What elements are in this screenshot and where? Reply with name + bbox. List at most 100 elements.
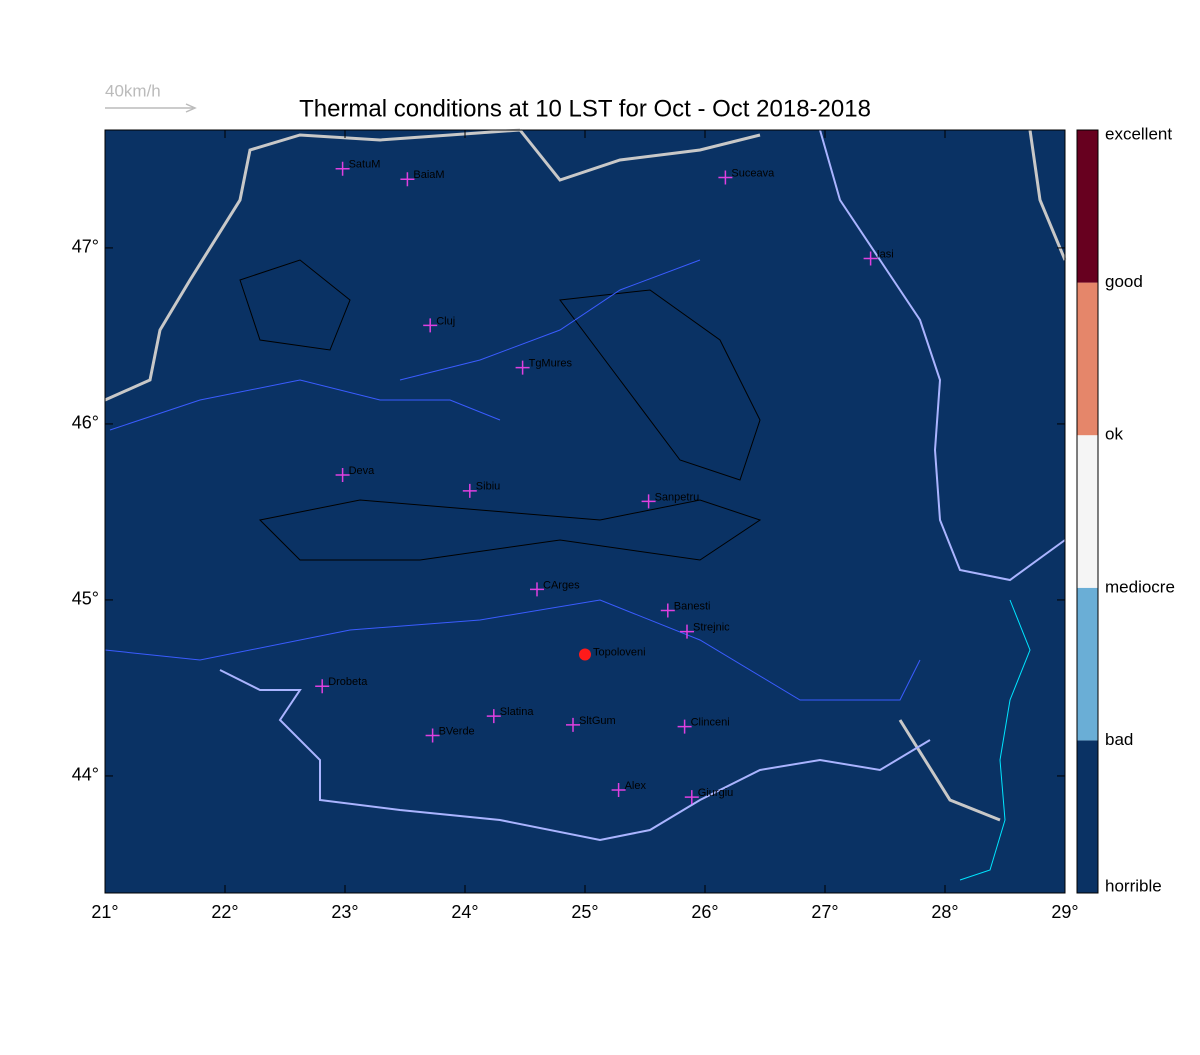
colorbar-segment [1077,587,1098,741]
x-tick-label: 23° [331,902,358,922]
contour [239,259,351,351]
city-marker [315,679,330,694]
water [959,599,1031,881]
city: BaiaM [400,169,445,187]
city-label: Banesti [674,600,711,612]
x-tick-label: 21° [91,902,118,922]
river [819,129,1066,582]
city-marker [425,728,440,743]
x-tick-label: 26° [691,902,718,922]
city: Drobeta [315,676,368,694]
city-marker [660,603,675,618]
city-marker [423,318,438,333]
city-label: BaiaM [413,169,444,181]
city-marker [677,719,692,734]
city: BVerde [425,725,475,743]
city-marker [462,483,477,498]
site-label: Topoloveni [593,646,646,658]
city: Banesti [660,600,711,618]
city-label: Slatina [500,706,535,718]
city: Sanpetru [641,491,700,509]
water [399,259,701,381]
city-label: SltGum [579,715,616,727]
city: Strejnic [680,622,730,639]
colorbar-segment [1077,130,1098,283]
city-marker [515,360,530,375]
city-marker [641,494,656,509]
city-marker [680,624,694,639]
city-marker [566,717,580,732]
city-label: CArges [543,579,580,591]
city-marker [530,582,544,597]
colorbar-segment [1077,435,1098,588]
city-marker [718,170,733,185]
city-label: Cluj [436,315,455,327]
site-marker [579,648,591,661]
city-label: Drobeta [328,676,368,688]
border [898,719,1001,822]
city: Giurgiu [684,787,733,805]
city: TgMures [515,358,573,375]
city-label: Strejnic [693,622,730,634]
x-tick-label: 22° [211,902,238,922]
water [109,379,501,431]
border [104,128,521,402]
city: Clinceni [677,717,730,734]
x-tick-label: 27° [811,902,838,922]
city-marker [400,172,415,187]
city: SatuM [335,159,381,176]
y-tick-label: 47° [72,237,99,257]
colorbar-segment [1077,740,1098,893]
city-marker [684,790,699,805]
y-tick-label: 46° [72,413,99,433]
colorbar-label: mediocre [1105,577,1175,596]
colorbar-label: horrible [1105,876,1162,895]
map-title: Thermal conditions at 10 LST for Oct - O… [299,95,871,122]
reference-vector-head [185,103,197,113]
river [219,669,931,842]
colorbar-label: ok [1105,425,1123,444]
city-marker [486,709,501,724]
city: Cluj [423,315,455,333]
city: Alex [611,780,647,798]
city: Sibiu [462,481,500,498]
city-label: TgMures [529,358,573,370]
x-tick-label: 25° [571,902,598,922]
city-label: Suceava [731,167,775,179]
city-label: Clinceni [691,717,730,729]
colorbar-frame [1076,129,1099,894]
map-background [105,130,1065,893]
city-label: Giurgiu [698,787,733,799]
water [104,599,921,701]
city-marker [335,161,350,176]
city-label: Sibiu [476,481,500,493]
reference-vector-label: 40km/h [105,81,161,100]
city-marker [863,251,878,266]
city-label: Alex [625,780,647,792]
y-tick-label: 44° [72,765,99,785]
colorbar-label: bad [1105,730,1133,749]
city: SltGum [566,715,616,732]
border [518,129,761,182]
contour [559,289,761,481]
city-label: Deva [349,465,376,477]
colorbar-segment [1077,282,1098,436]
y-tick-label: 45° [72,589,99,609]
city-label: SatuM [349,159,381,171]
city: Iasi [863,248,894,266]
colorbar-label: good [1105,272,1143,291]
x-tick-label: 28° [931,902,958,922]
colorbar-label: excellent [1105,124,1172,143]
city-label: Iasi [877,248,894,260]
city-marker [335,467,350,482]
border [1028,129,1067,261]
x-tick-label: 24° [451,902,478,922]
city: Slatina [486,706,535,724]
x-tick-label: 29° [1051,902,1078,922]
city: Deva [335,465,376,482]
city-marker [611,783,626,798]
city: CArges [530,579,580,597]
city-label: Sanpetru [655,491,700,503]
city-label: BVerde [439,725,475,737]
